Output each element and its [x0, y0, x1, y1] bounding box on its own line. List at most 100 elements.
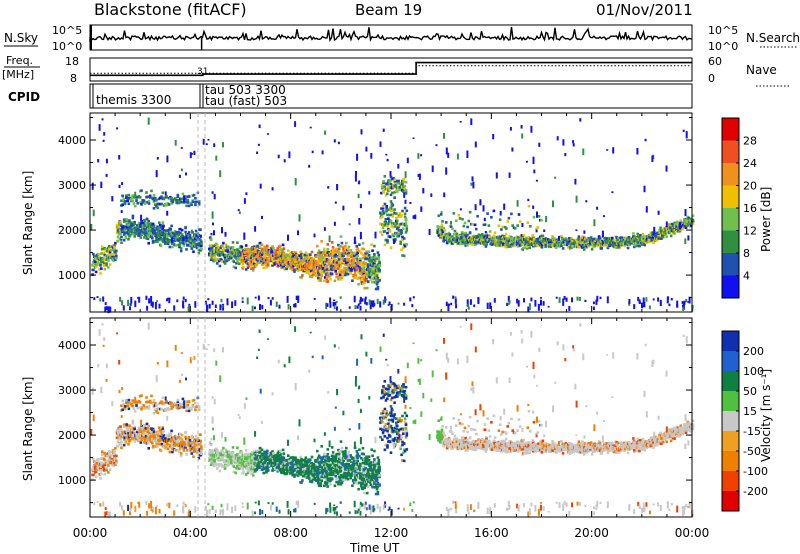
power-pixel [164, 191, 167, 196]
power-pixel [215, 262, 219, 265]
velocity-pixel [96, 464, 100, 468]
velocity-pixel [158, 426, 161, 429]
power-pixel [180, 233, 184, 236]
velocity-pixel [147, 427, 150, 431]
power-pixel [582, 248, 586, 251]
power-pixel [140, 189, 143, 192]
power-pixel [632, 232, 635, 235]
power-pixel [148, 196, 152, 199]
velocity-pixel [116, 440, 120, 444]
power-pixel [129, 229, 132, 233]
power-pixel [131, 232, 135, 236]
power-pixel [140, 214, 143, 222]
power-pixel [287, 263, 290, 267]
power-pixel [260, 243, 264, 247]
power-pixel [632, 245, 636, 249]
power-pixel [402, 243, 406, 247]
power-pixel [357, 282, 360, 286]
power-pixel [329, 258, 332, 262]
power-pixel [288, 265, 292, 268]
power-pixel [129, 303, 132, 306]
power-pixel [121, 194, 124, 198]
power-pixel [645, 206, 648, 213]
power-pixel [364, 298, 367, 305]
power-pixel [507, 302, 510, 306]
power-pixel [156, 300, 159, 302]
power-pixel [244, 244, 248, 247]
power-pixel [90, 224, 93, 231]
velocity-pixel [120, 440, 123, 444]
freq-panel: Freq. [MHz] 18 8 60 0 Nave [2, 54, 790, 87]
power-pixel [272, 247, 275, 250]
power-pixel [567, 242, 570, 245]
power-pixel [182, 236, 185, 241]
velocity-pixel [157, 431, 160, 435]
nave-label: Nave [746, 63, 777, 77]
velocity-pixel [140, 425, 143, 428]
power-pixel [381, 224, 385, 227]
power-pixel [615, 236, 618, 239]
velocity-pixel [122, 425, 126, 428]
power-pixel [359, 267, 362, 270]
power-pixel [219, 304, 222, 311]
power-pixel [398, 185, 402, 189]
power-pixel [288, 252, 292, 256]
power-pixel [386, 231, 389, 235]
power-pixel [170, 202, 173, 205]
power-pixel [99, 272, 102, 275]
power-pixel [200, 244, 203, 247]
power-pixel [377, 253, 381, 257]
power-pixel [352, 254, 356, 258]
power-pixel [442, 239, 445, 243]
power-pixel [388, 180, 392, 184]
power-pixel [365, 278, 368, 282]
power-pixel [185, 204, 188, 208]
power-pixel [129, 233, 132, 237]
power-pixel [236, 248, 239, 252]
power-pixel [284, 257, 287, 260]
power-pixel [254, 296, 257, 299]
power-pixel [281, 243, 285, 247]
nsky-tick-top: 10^5 [52, 24, 82, 37]
power-pixel [153, 231, 157, 234]
power-pixel [282, 251, 286, 255]
power-pixel [464, 231, 467, 235]
power-pixel [246, 262, 250, 265]
power-pixel [398, 230, 402, 234]
power-pixel [346, 254, 350, 257]
power-pixel [189, 201, 192, 205]
power-pixel [339, 278, 343, 281]
power-pixel [297, 295, 300, 303]
power-pixel [292, 264, 295, 268]
power-pixel [395, 222, 399, 226]
power-pixel [470, 118, 473, 126]
power-pixel [399, 240, 402, 244]
power-pixel [396, 231, 400, 235]
power-pixel [542, 239, 546, 242]
power-pixel [158, 234, 162, 237]
power-pixel [243, 232, 246, 240]
power-pixel [184, 198, 187, 201]
power-pixel [422, 187, 425, 194]
power-pixel [275, 254, 279, 258]
power-pixel [517, 300, 520, 307]
power-pixel [389, 182, 393, 186]
power-pixel [657, 210, 660, 215]
power-pixel [340, 252, 344, 255]
power-pixel [683, 225, 686, 228]
power-pixel [133, 204, 137, 208]
power-pixel [691, 222, 695, 225]
power-pixel [668, 223, 671, 226]
power-pixel [179, 247, 183, 250]
power-pixel [181, 192, 185, 196]
power-pixel [166, 242, 170, 246]
power-pixel [650, 238, 654, 242]
power-pixel [373, 272, 377, 275]
power-pixel [325, 269, 329, 273]
power-pixel [213, 255, 216, 258]
power-pixel [127, 238, 130, 241]
power-pixel [174, 244, 178, 247]
power-pixel [345, 241, 348, 245]
power-pixel [208, 247, 211, 251]
velocity-pixel [93, 465, 97, 468]
